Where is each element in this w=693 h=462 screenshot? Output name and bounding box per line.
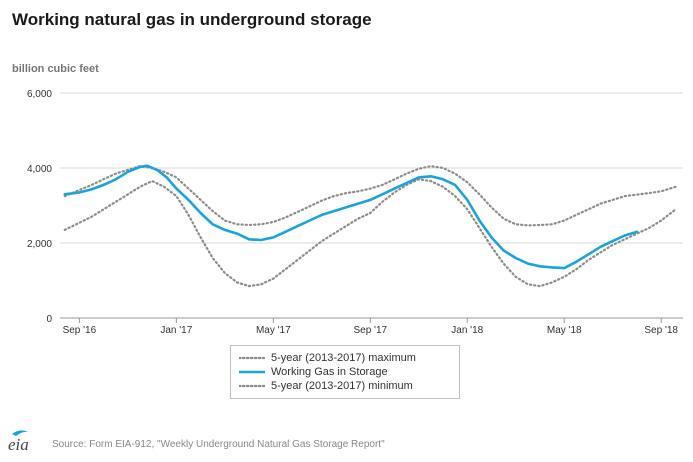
- x-tick-label: May '17: [256, 325, 291, 336]
- legend-item-maximum: 5-year (2013-2017) maximum: [239, 351, 416, 365]
- legend: 5-year (2013-2017) maximum Working Gas i…: [230, 345, 460, 399]
- series-layer: [63, 164, 677, 288]
- eia-logo: eia: [6, 428, 46, 459]
- x-tick-label: Sep '17: [353, 325, 387, 336]
- y-tick-label: 2,000: [27, 239, 52, 250]
- eia-logo-mark: eia: [8, 430, 29, 454]
- series-line-working-gas: [63, 164, 639, 270]
- x-tick-label: Sep '16: [63, 325, 97, 336]
- y-tick-label: 6,000: [27, 89, 52, 100]
- legend-item-minimum: 5-year (2013-2017) minimum: [239, 379, 413, 393]
- y-axis-label: billion cubic feet: [12, 63, 99, 75]
- x-tick-label: Sep '18: [644, 325, 678, 336]
- legend-maximum-swatch: [239, 356, 265, 360]
- x-tick-layer: Sep '16 Jan '17 May '17 Sep '17 Jan '18 May '…: [63, 318, 678, 336]
- y-tick-label: 0: [46, 314, 52, 325]
- grid-layer: [60, 92, 683, 319]
- y-tick-layer: 0 2,000 4,000 6,000: [27, 89, 52, 325]
- legend-maximum-label: 5-year (2013-2017) maximum: [271, 352, 416, 364]
- svg-text:eia: eia: [8, 435, 29, 454]
- series-line-minimum: [63, 178, 677, 288]
- x-tick-label: Jan '17: [160, 325, 192, 336]
- x-tick-label: Jan '18: [451, 325, 483, 336]
- legend-working-gas-swatch: [239, 370, 265, 374]
- source-note: Source: Form EIA-912, "Weekly Undergroun…: [52, 439, 385, 450]
- series-line-maximum: [63, 165, 677, 227]
- y-tick-label: 4,000: [27, 164, 52, 175]
- legend-minimum-swatch: [239, 384, 265, 388]
- legend-working-gas-label: Working Gas in Storage: [271, 366, 388, 378]
- legend-item-working-gas: Working Gas in Storage: [239, 365, 388, 379]
- legend-minimum-label: 5-year (2013-2017) minimum: [271, 380, 413, 392]
- chart-title: Working natural gas in underground stora…: [12, 10, 372, 29]
- x-tick-label: May '18: [547, 325, 582, 336]
